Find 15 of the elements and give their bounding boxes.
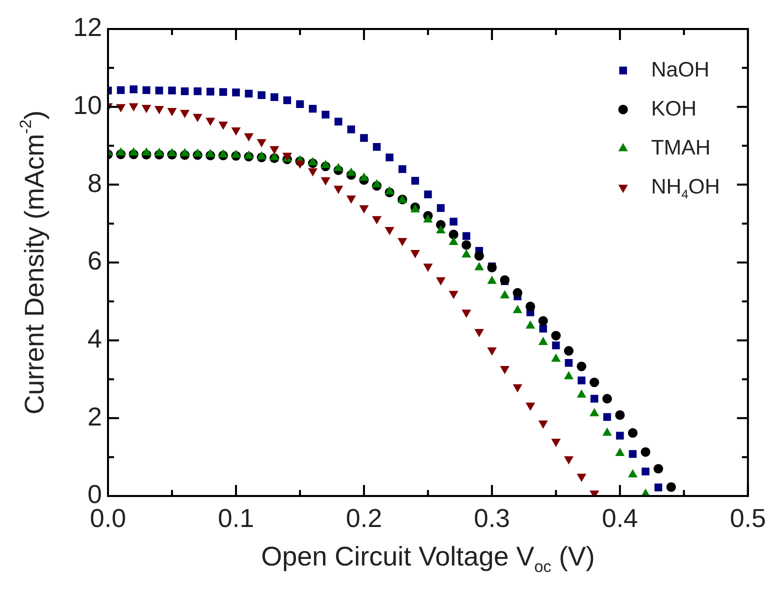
y-tick-label: 12 <box>73 12 102 42</box>
y-tick-label: 4 <box>88 324 102 354</box>
x-tick-label: 0.3 <box>474 502 510 533</box>
y-tick-label: 2 <box>88 401 102 432</box>
legend-label: TMAH <box>651 136 711 160</box>
y-tick-label: 10 <box>73 90 102 120</box>
y-axis-title: Current Density (mAcm-2) <box>17 110 50 414</box>
x-tick-label: 0.1 <box>218 502 254 533</box>
legend-label: KOH <box>651 97 697 120</box>
x-tick-label: 0.5 <box>730 502 766 533</box>
x-tick-label: 0.4 <box>602 502 638 533</box>
y-tick-label: 6 <box>88 246 102 276</box>
legend-label: NaOH <box>651 58 710 82</box>
y-tick-label: 8 <box>88 168 102 198</box>
x-tick-label: 0.2 <box>346 502 382 533</box>
